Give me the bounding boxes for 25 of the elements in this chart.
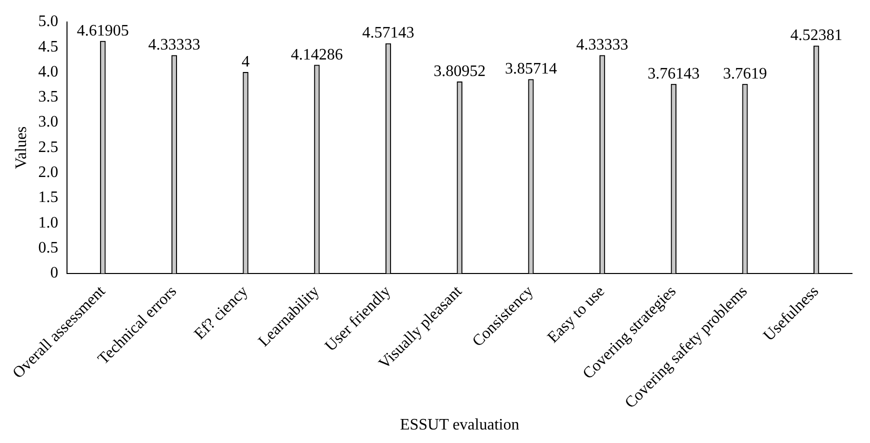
x-axis-title: ESSUT evaluation (400, 416, 520, 434)
y-tick-label: 3.0 (38, 114, 58, 131)
x-tick-label: Easy to use (544, 282, 608, 346)
y-tick-label: 2.5 (38, 138, 58, 156)
y-tick-label: 3.5 (38, 88, 58, 106)
data-label: 4.33333 (148, 36, 200, 54)
y-tick-label: 0.5 (38, 239, 58, 256)
data-label: 3.7619 (722, 65, 767, 82)
data-label: 4 (242, 53, 250, 70)
y-tick-label: 0 (50, 264, 58, 282)
data-label: 3.85714 (504, 60, 557, 78)
y-tick-label: 4.0 (38, 63, 58, 80)
y-tick-label: 4.5 (38, 38, 58, 56)
data-label: 4.33333 (576, 36, 628, 54)
y-tick-label: 5.0 (38, 13, 58, 30)
data-label: 4.57143 (362, 24, 414, 42)
data-label: 3.76143 (648, 65, 700, 82)
data-label: 4.52381 (790, 27, 842, 44)
y-tick-label: 2.0 (38, 164, 58, 182)
data-label: 4.61905 (76, 22, 129, 40)
y-tick-label: 1.0 (38, 214, 58, 232)
y-axis-title: Values (12, 126, 30, 169)
data-label: 3.80952 (434, 63, 486, 80)
data-label: 4.14286 (290, 46, 343, 64)
y-tick-label: 1.5 (38, 189, 58, 206)
